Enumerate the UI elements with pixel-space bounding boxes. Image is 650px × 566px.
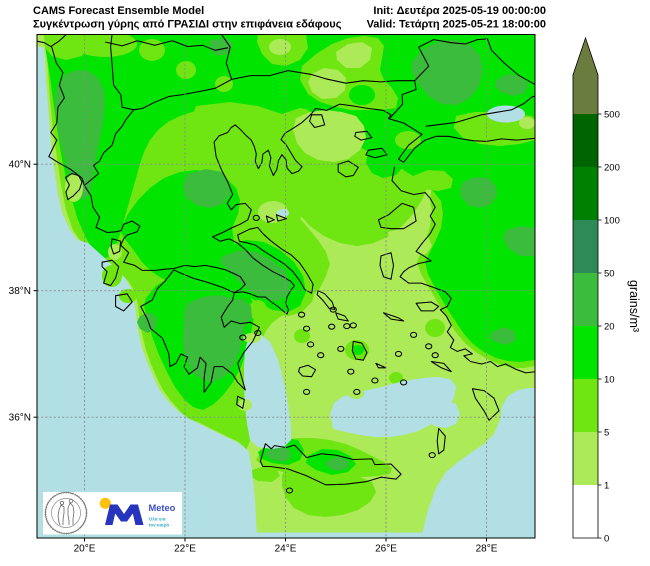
svg-text:1: 1: [604, 481, 609, 492]
svg-text:0: 0: [604, 534, 609, 545]
svg-text:24°E: 24°E: [275, 544, 297, 555]
svg-text:20°E: 20°E: [74, 544, 96, 555]
svg-text:CAMS Forecast Ensemble Model: CAMS Forecast Ensemble Model: [33, 5, 204, 17]
svg-text:38°N: 38°N: [9, 286, 31, 297]
svg-text:Valid: Τετάρτη 2025-05-21 18:0: Valid: Τετάρτη 2025-05-21 18:00:00: [367, 19, 546, 31]
svg-text:50: 50: [604, 269, 615, 280]
svg-text:τον καιρό: τον καιρό: [149, 523, 170, 528]
svg-text:500: 500: [604, 110, 620, 121]
svg-text:36°N: 36°N: [9, 413, 31, 424]
svg-text:22°E: 22°E: [174, 544, 196, 555]
svg-text:10: 10: [604, 375, 615, 386]
svg-text:Init: Δευτέρα 2025-05-19 00:00: Init: Δευτέρα 2025-05-19 00:00:00: [373, 5, 546, 17]
svg-text:40°N: 40°N: [9, 160, 31, 171]
svg-text:Meteo: Meteo: [149, 503, 176, 513]
svg-text:5: 5: [604, 428, 609, 439]
svg-text:100: 100: [604, 216, 620, 227]
svg-text:Συγκέντρωση γύρης από ΓΡΑΣΙΔΙ: Συγκέντρωση γύρης από ΓΡΑΣΙΔΙ στην επιφά…: [33, 19, 342, 31]
svg-text:Όλα για: Όλα για: [148, 517, 166, 522]
svg-text:26°E: 26°E: [375, 544, 397, 555]
svg-text:grains/m³: grains/m³: [627, 280, 641, 332]
svg-text:28°E: 28°E: [476, 544, 498, 555]
svg-text:20: 20: [604, 322, 615, 333]
svg-text:200: 200: [604, 163, 620, 174]
